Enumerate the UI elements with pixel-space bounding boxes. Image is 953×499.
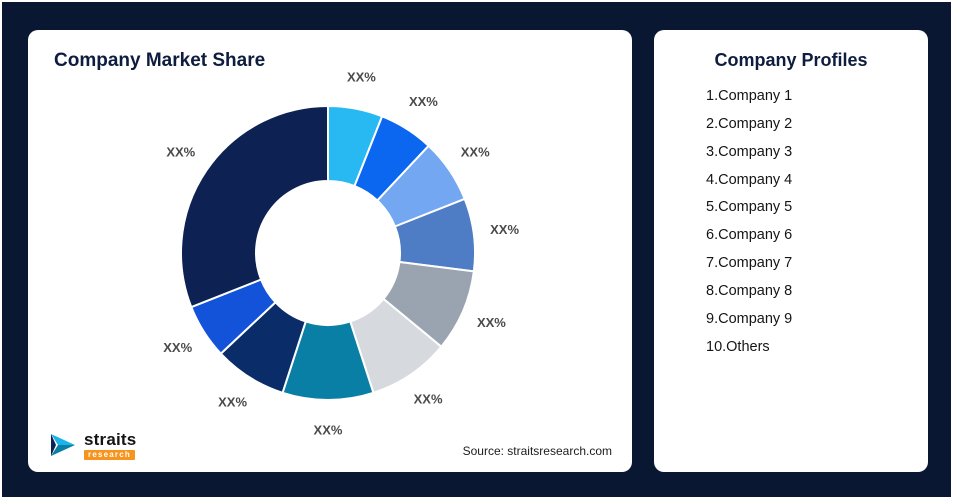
chart-title: Company Market Share <box>54 50 266 71</box>
donut-segment <box>180 105 329 309</box>
segment-label: XX% <box>314 422 343 437</box>
profile-list-item: 9.Company 9 <box>706 310 793 327</box>
logo-sub-brand: research <box>84 449 135 460</box>
market-share-card: Company Market Share XX% XX% XX% XX% XX% XX% X… <box>28 30 632 472</box>
company-profiles-card: Company Profiles 1.Company 1 2.Company 2… <box>654 30 928 472</box>
profiles-list: 1.Company 1 2.Company 2 3.Company 3 4.Co… <box>654 87 928 356</box>
profile-list-item: 10.Others <box>706 338 770 355</box>
source-note: Source: straitsresearch.com <box>462 444 612 458</box>
segment-label: XX% <box>347 70 376 85</box>
profile-list-item: 7.Company 7 <box>706 255 793 272</box>
logo-text: straits research <box>84 431 136 460</box>
donut-chart: XX% XX% XX% XX% XX% XX% XX% XX% XX% XX% <box>163 70 519 438</box>
straits-research-logo: straits research <box>48 430 136 460</box>
profile-list-item: 1.Company 1 <box>706 88 793 104</box>
segment-label: XX% <box>409 94 438 109</box>
profile-list-item: 4.Company 4 <box>706 171 793 188</box>
profile-list-item: 8.Company 8 <box>706 282 793 299</box>
segment-label: XX% <box>490 222 519 237</box>
donut-chart-area: XX% XX% XX% XX% XX% XX% XX% XX% XX% XX% <box>28 30 632 472</box>
profiles-title: Company Profiles <box>714 50 868 70</box>
segment-label: XX% <box>414 392 443 407</box>
segment-label: XX% <box>166 144 195 159</box>
profile-list-item: 2.Company 2 <box>706 115 793 132</box>
segment-label: XX% <box>218 395 247 410</box>
segment-label: XX% <box>461 144 490 159</box>
segment-label: XX% <box>163 340 192 355</box>
profile-list-item: 6.Company 6 <box>706 227 793 244</box>
straits-logo-icon <box>51 434 75 456</box>
segment-label: XX% <box>477 315 506 330</box>
logo-brand: straits <box>84 429 137 449</box>
profile-list-item: 3.Company 3 <box>706 143 793 160</box>
profile-list-item: 5.Company 5 <box>706 199 793 216</box>
